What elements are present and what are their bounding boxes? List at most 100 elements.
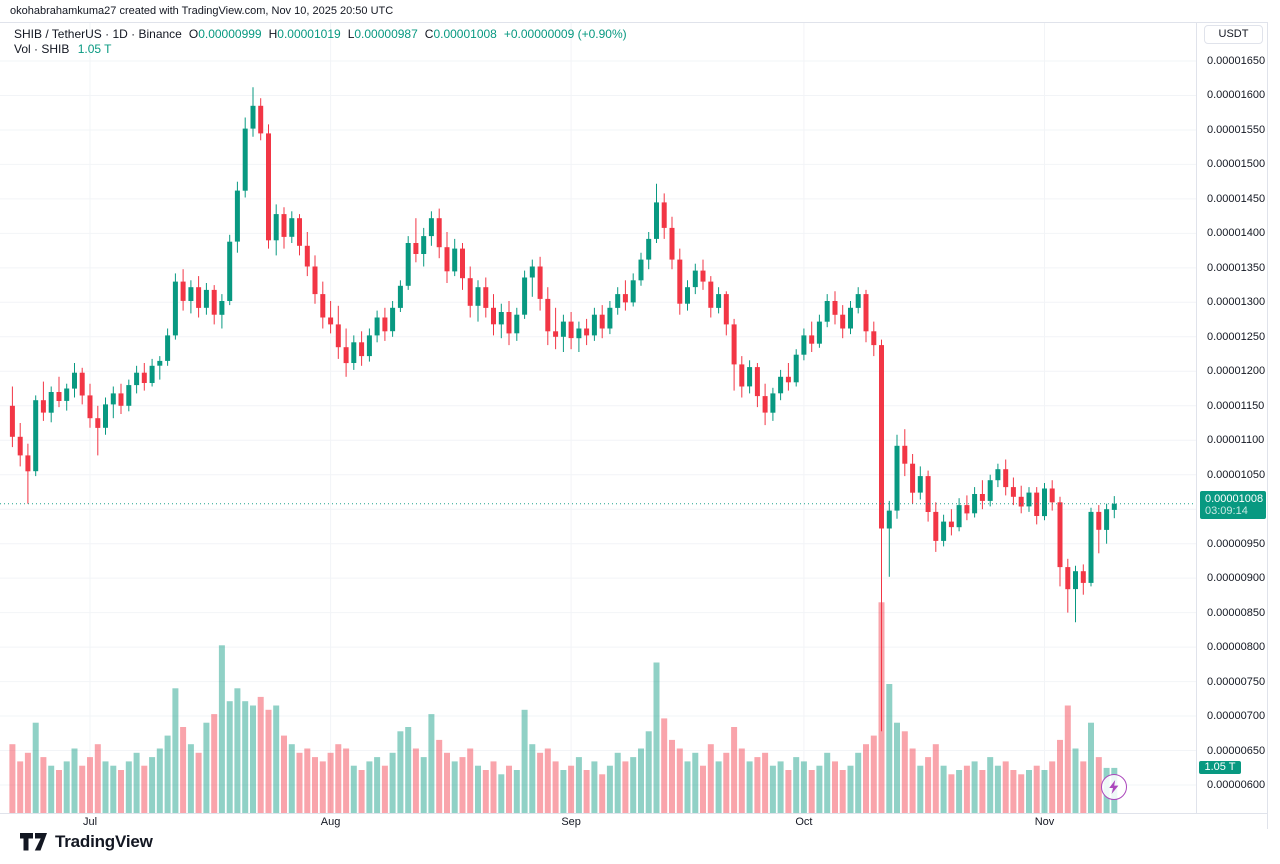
volume-bar [304,748,311,813]
volume-bar [257,696,264,813]
candle-body [25,455,31,472]
candle-body [95,418,101,428]
last-price-badge: 0.00001008 03:09:14 [1200,490,1266,519]
candle-body [700,270,706,282]
candle-body [948,521,954,528]
price-tick-label: 0.00001650 [1207,55,1266,67]
candle-body [871,331,877,346]
volume-bar [808,770,815,813]
candle-body [568,321,574,339]
footer: TradingView [20,832,153,852]
volume-bar [700,765,706,813]
candle-body [987,480,993,501]
volume-bar [723,752,730,813]
volume-bar [71,748,78,813]
attribution-text: okohabrahamkuma27 created with TradingVi… [10,5,394,17]
price-tick-label: 0.00001550 [1207,123,1266,136]
volume-bar [172,688,179,813]
volume-bar [537,752,544,813]
price-tick-label: 0.00001600 [1207,89,1266,102]
ohlc-letter: C [424,27,434,41]
candle-body [972,494,978,514]
volume-bar [1026,770,1032,813]
candle-body [886,510,892,529]
volume-bar [1064,705,1071,813]
candle-body [219,301,225,315]
ohlc-letter: H [268,27,278,41]
volume-bar [63,761,70,813]
candle-body [40,400,46,413]
price-change: +0.00000009 (+0.90%) [503,27,627,41]
time-tick-label: Jul [82,816,98,828]
candle-body [677,259,683,304]
candle-body [731,324,737,365]
price-tick-label: 0.00000750 [1207,675,1266,688]
candle-body [436,218,442,248]
candle-body [723,294,729,325]
candle-body [483,287,489,308]
candle-body [1026,492,1032,507]
volume-bar [180,727,187,813]
bar-countdown: 03:09:14 [1205,504,1248,517]
candle-body [685,287,690,304]
candle-body [242,128,248,191]
candle-body [1088,511,1094,583]
tradingview-logo-icon [20,833,47,851]
time-tick-label: Oct [795,816,813,828]
candle-body [103,404,108,428]
volume-bar [389,752,396,813]
volume-bar [102,761,109,813]
candle-body [793,354,799,383]
price-tick-label: 0.00000700 [1207,710,1266,723]
volume-bar [894,722,900,813]
volume-bar [754,757,761,813]
candle-body [1042,488,1047,517]
volume-bar [374,757,381,813]
ohlc-value: 0.00000987 [354,27,418,41]
candle-body [273,214,279,241]
volume-bar [653,662,660,813]
volume-bar [319,761,326,813]
candlestick-chart[interactable] [0,23,1196,813]
candle-body [250,105,256,129]
legend-row-volume: Vol · SHIB 1.05 T [14,42,627,57]
volume-bar [987,757,994,813]
volume-bar [583,770,590,813]
lightning-button[interactable] [1101,774,1128,800]
candle-body [141,372,147,383]
volume-bar [141,765,148,813]
volume-bar [195,752,202,813]
currency-toggle-button[interactable]: USDT [1204,25,1263,44]
volume-bar [863,744,869,813]
volume-bar [901,731,908,813]
candle-body [72,372,77,389]
price-tick-label: 0.00001450 [1207,192,1266,205]
candle-body [227,241,233,301]
candle-body [1080,571,1086,583]
volume-bar [428,714,435,813]
volume-bar [676,748,683,813]
volume-bar [343,748,350,813]
candle-body [925,476,931,512]
candle-body [785,376,791,383]
candle-body [320,294,326,318]
price-axis[interactable]: USDT 0.00001008 03:09:14 1.05 T 0.000016… [1196,23,1268,813]
candle-body [747,367,753,387]
volume-bar [412,748,419,813]
price-tick-label: 0.00001150 [1207,399,1265,412]
candle-body [405,243,411,286]
candle-body [1073,571,1078,590]
volume-bar [87,757,93,813]
candle-body [708,281,714,308]
candle-body [537,266,543,299]
volume-bar [436,739,443,813]
candle-body [894,445,900,511]
time-axis[interactable]: Jul Aug Sep Oct Nov [0,813,1268,830]
candle-body [576,328,582,339]
candle-body [902,445,908,464]
volume-bar [544,748,551,813]
candle-body [328,317,334,325]
candle-body [421,236,427,254]
candle-body [506,312,512,334]
volume-bar [211,714,218,813]
